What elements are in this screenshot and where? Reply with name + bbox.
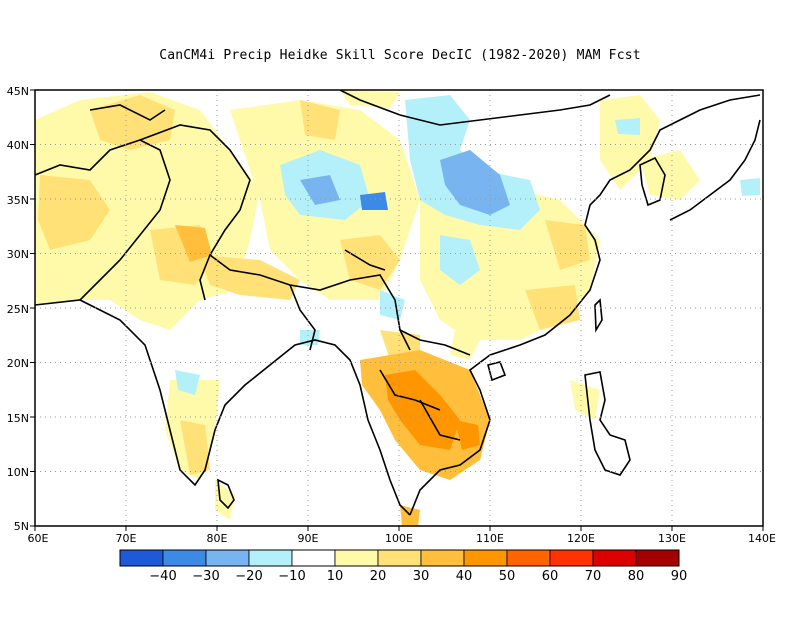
colorbar-label: 60 (542, 569, 559, 584)
colorbar-swatch (205, 549, 250, 567)
colorbar-swatch (592, 549, 637, 567)
lat-tick-label: 15N (7, 412, 29, 425)
colorbar-label: −40 (149, 569, 176, 584)
lat-tick-label: 40N (7, 139, 29, 152)
colorbar-swatch (463, 549, 508, 567)
colorbar-box (119, 549, 680, 567)
colorbar-swatch (420, 549, 465, 567)
colorbar-swatch (377, 549, 422, 567)
lon-tick-label: 70E (116, 532, 137, 545)
colorbar-swatch (162, 549, 207, 567)
lat-tick-label: 10N (7, 466, 29, 479)
lat-tick-label: 35N (7, 194, 29, 207)
colorbar-label: −20 (235, 569, 262, 584)
colorbar-label: 10 (327, 569, 344, 584)
lon-tick-label: 100E (385, 532, 413, 545)
lat-tick-label: 25N (7, 303, 29, 316)
colorbar: −40 −30 −20 −10 10 20 30 40 50 60 70 80 90 (119, 549, 688, 584)
coastlines-borders (35, 90, 761, 516)
colorbar-label: 90 (671, 569, 688, 584)
colorbar-swatch (334, 549, 379, 567)
skill-40-50-regions (385, 370, 480, 450)
colorbar-swatch (549, 549, 594, 567)
lat-tick-label: 30N (7, 248, 29, 261)
colorbar-swatch (506, 549, 551, 567)
lon-tick-label: 110E (476, 532, 504, 545)
lon-tick-label: 140E (748, 532, 776, 545)
lon-tick-label: 130E (658, 532, 686, 545)
colorbar-label: −30 (192, 569, 219, 584)
colorbar-swatch (291, 549, 336, 567)
colorbar-label: 50 (499, 569, 516, 584)
lat-tick-labels: 45N 40N 35N 30N 25N 20N 15N 10N 5N (7, 85, 29, 533)
colorbar-label: 80 (628, 569, 645, 584)
colorbar-label: 30 (413, 569, 430, 584)
axis-tick-marks (30, 89, 764, 531)
skill-neg20-neg30-regions (300, 150, 510, 215)
colorbar-label: 70 (585, 569, 602, 584)
map-title: CanCM4i Precip Heidke Skill Score DecIC … (159, 48, 641, 63)
skill-neg30-neg40-regions (360, 192, 388, 210)
lon-tick-label: 80E (207, 532, 228, 545)
colorbar-swatch (248, 549, 293, 567)
lat-tick-label: 20N (7, 357, 29, 370)
lon-tick-label: 60E (28, 532, 49, 545)
skill-field (35, 90, 760, 526)
colorbar-swatch (119, 549, 164, 567)
colorbar-label: 40 (456, 569, 473, 584)
skill-20-30-regions (38, 95, 590, 475)
lon-tick-label: 90E (298, 532, 319, 545)
colorbar-swatch (635, 549, 680, 567)
lon-tick-labels: 60E 70E 80E 90E 100E 110E 120E 130E 140E (28, 532, 776, 545)
lat-tick-label: 45N (7, 85, 29, 98)
lat-tick-label: 5N (14, 520, 29, 533)
lon-tick-label: 120E (567, 532, 595, 545)
colorbar-label: 20 (370, 569, 387, 584)
colorbar-label: −10 (278, 569, 305, 584)
